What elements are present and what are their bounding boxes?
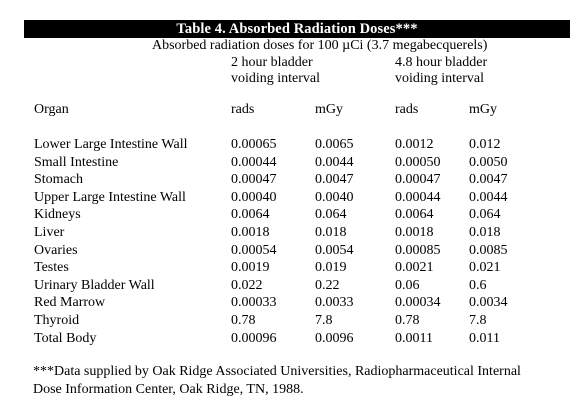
mgy-2h-cell: 0.0047 bbox=[315, 172, 354, 188]
table-row: Urinary Bladder Wall 0.022 0.22 0.06 0.6 bbox=[0, 277, 588, 295]
rads-2h-cell: 0.0064 bbox=[231, 207, 270, 223]
rads-2h-cell: 0.022 bbox=[231, 277, 263, 293]
footnote-line: Dose Information Center, Oak Ridge, TN, … bbox=[33, 382, 304, 397]
mgy-4-8h-cell: 0.0034 bbox=[469, 295, 508, 311]
rads-2h-cell: 0.00065 bbox=[231, 137, 277, 152]
rads-4-8h-cell: 0.0012 bbox=[395, 137, 434, 152]
mgy-2h-cell: 0.22 bbox=[315, 277, 340, 293]
rads-2h-cell: 0.00033 bbox=[231, 295, 277, 311]
rads-2h-cell: 0.0018 bbox=[231, 224, 270, 240]
column-header-organ: Organ bbox=[34, 102, 69, 117]
rads-2h-cell: 0.0019 bbox=[231, 260, 270, 276]
rads-4-8h-cell: 0.0011 bbox=[395, 330, 433, 346]
group-header-line: voiding interval bbox=[231, 71, 321, 86]
group-header-line: 4.8 hour bladder bbox=[395, 55, 488, 70]
footnote-line: ***Data supplied by Oak Ridge Associated… bbox=[33, 364, 521, 379]
organ-cell: Ovaries bbox=[34, 242, 78, 258]
rads-4-8h-cell: 0.0021 bbox=[395, 260, 434, 276]
mgy-4-8h-cell: 0.011 bbox=[469, 330, 500, 346]
table-row: Small Intestine 0.00044 0.0044 0.00050 0.005… bbox=[0, 154, 588, 172]
mgy-2h-cell: 0.0065 bbox=[315, 137, 354, 152]
mgy-2h-cell: 0.0044 bbox=[315, 154, 354, 170]
mgy-4-8h-cell: 0.018 bbox=[469, 224, 501, 240]
rads-4-8h-cell: 0.78 bbox=[395, 312, 420, 328]
table-body: Lower Large Intestine Wall 0.00065 0.0065 0… bbox=[0, 136, 588, 347]
mgy-2h-cell: 0.0040 bbox=[315, 189, 354, 205]
organ-cell: Red Marrow bbox=[34, 295, 106, 311]
table-row: Thyroid 0.78 7.8 0.78 7.8 bbox=[0, 312, 588, 330]
organ-cell: Testes bbox=[34, 260, 69, 276]
mgy-2h-cell: 0.0054 bbox=[315, 242, 354, 258]
group-header-2-hour: 2 hour bladder voiding interval bbox=[231, 55, 320, 87]
rads-2h-cell: 0.00054 bbox=[231, 242, 277, 258]
column-header-rads-2h: rads bbox=[231, 102, 255, 117]
table-row: Kidneys 0.0064 0.064 0.0064 0.064 bbox=[0, 206, 588, 224]
table-footnote: ***Data supplied by Oak Ridge Associated… bbox=[33, 363, 578, 399]
rads-2h-cell: 0.00040 bbox=[231, 189, 277, 205]
rads-2h-cell: 0.00044 bbox=[231, 154, 277, 170]
rads-4-8h-cell: 0.00034 bbox=[395, 295, 441, 311]
rads-2h-cell: 0.00096 bbox=[231, 330, 277, 346]
mgy-4-8h-cell: 0.021 bbox=[469, 260, 501, 276]
table-row: Stomach 0.00047 0.0047 0.00047 0.0047 bbox=[0, 171, 588, 189]
mgy-2h-cell: 0.0096 bbox=[315, 330, 354, 346]
mgy-4-8h-cell: 0.0050 bbox=[469, 154, 508, 170]
mgy-4-8h-cell: 0.012 bbox=[469, 137, 501, 152]
mgy-2h-cell: 0.018 bbox=[315, 224, 347, 240]
mgy-4-8h-cell: 0.6 bbox=[469, 277, 487, 293]
organ-cell: Upper Large Intestine Wall bbox=[34, 189, 186, 205]
rads-4-8h-cell: 0.00085 bbox=[395, 242, 441, 258]
column-header-mgy-4-8h: mGy bbox=[469, 102, 497, 117]
mgy-4-8h-cell: 0.064 bbox=[469, 207, 501, 223]
group-header-4-8-hour: 4.8 hour bladder voiding interval bbox=[395, 55, 487, 87]
rads-4-8h-cell: 0.00044 bbox=[395, 189, 441, 205]
table-row: Upper Large Intestine Wall 0.00040 0.0040 0… bbox=[0, 189, 588, 207]
mgy-2h-cell: 7.8 bbox=[315, 312, 333, 328]
group-header-line: voiding interval bbox=[395, 71, 485, 86]
table-row: Liver 0.0018 0.018 0.0018 0.018 bbox=[0, 224, 588, 242]
rads-4-8h-cell: 0.06 bbox=[395, 277, 420, 293]
organ-cell: Urinary Bladder Wall bbox=[34, 277, 155, 293]
mgy-4-8h-cell: 0.0085 bbox=[469, 242, 508, 258]
mgy-2h-cell: 0.064 bbox=[315, 207, 347, 223]
rads-2h-cell: 0.00047 bbox=[231, 172, 277, 188]
rads-4-8h-cell: 0.0018 bbox=[395, 224, 434, 240]
organ-cell: Thyroid bbox=[34, 312, 80, 328]
group-header-line: 2 hour bladder bbox=[231, 55, 313, 70]
column-header-mgy-2h: mGy bbox=[315, 102, 343, 117]
mgy-2h-cell: 0.0033 bbox=[315, 295, 354, 311]
organ-cell: Stomach bbox=[34, 172, 83, 188]
organ-cell: Liver bbox=[34, 224, 65, 240]
table-row: Red Marrow 0.00033 0.0033 0.00034 0.0034 bbox=[0, 294, 588, 312]
mgy-4-8h-cell: 0.0044 bbox=[469, 189, 508, 205]
rads-2h-cell: 0.78 bbox=[231, 312, 256, 328]
rads-4-8h-cell: 0.0064 bbox=[395, 207, 434, 223]
organ-cell: Small Intestine bbox=[34, 154, 119, 170]
table-row: Total Body 0.00096 0.0096 0.0011 0.011 bbox=[0, 330, 588, 348]
table-title: Table 4. Absorbed Radiation Doses*** bbox=[24, 20, 570, 38]
rads-4-8h-cell: 0.00050 bbox=[395, 154, 441, 170]
table-subtitle: Absorbed radiation doses for 100 µCi (3.… bbox=[152, 38, 488, 53]
mgy-4-8h-cell: 0.0047 bbox=[469, 172, 508, 188]
mgy-4-8h-cell: 7.8 bbox=[469, 312, 487, 328]
mgy-2h-cell: 0.019 bbox=[315, 260, 347, 276]
table-row: Ovaries 0.00054 0.0054 0.00085 0.0085 bbox=[0, 242, 588, 260]
column-header-rads-4-8h: rads bbox=[395, 102, 419, 117]
table-row: Lower Large Intestine Wall 0.00065 0.0065 0… bbox=[0, 136, 588, 154]
table-row: Testes 0.0019 0.019 0.0021 0.021 bbox=[0, 259, 588, 277]
organ-cell: Lower Large Intestine Wall bbox=[34, 137, 188, 152]
organ-cell: Total Body bbox=[34, 330, 97, 346]
rads-4-8h-cell: 0.00047 bbox=[395, 172, 441, 188]
organ-cell: Kidneys bbox=[34, 207, 81, 223]
